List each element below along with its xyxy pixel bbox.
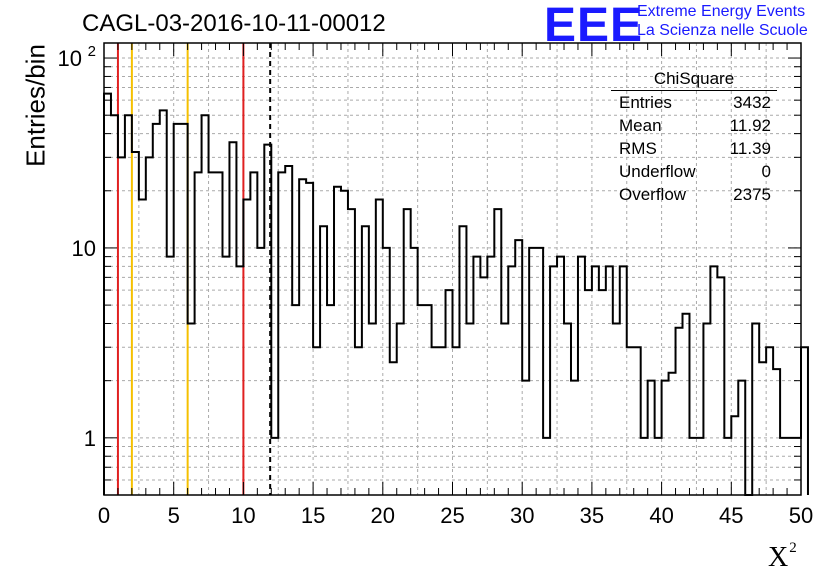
y-tick-label: 10 [58, 46, 82, 71]
stats-label: Underflow [619, 162, 696, 181]
y-axis-label: Entries/bin [20, 44, 51, 167]
stats-row-entries: Entries 3432 [611, 93, 777, 116]
stats-value: 2375 [733, 185, 771, 204]
logo-line-1: Extreme Energy Events [637, 3, 806, 20]
x-tick-label: 0 [98, 503, 110, 528]
x-tick-label: 25 [440, 503, 464, 528]
stats-label: Overflow [619, 185, 687, 204]
chart-title: CAGL-03-2016-10-11-00012 [82, 10, 386, 37]
x-tick-label: 20 [371, 503, 395, 528]
stats-box: ChiSquare Entries 3432 Mean 11.92 RMS 11.39… [611, 69, 777, 208]
logo-caption: Extreme Energy Events La Scienza nelle S… [637, 2, 808, 40]
x-axis-label-base: X [768, 542, 789, 573]
y-tick-label-exp: 2 [88, 43, 96, 60]
plot-area [104, 43, 801, 495]
x-tick-label: 50 [789, 503, 813, 528]
stats-value: 3432 [733, 93, 771, 112]
y-tick-label: 10 [72, 236, 96, 261]
x-tick-label: 15 [301, 503, 325, 528]
eee-logo: EEE [544, 0, 644, 52]
stats-row-mean: Mean 11.92 [611, 116, 777, 139]
x-tick-label: 30 [510, 503, 534, 528]
stats-label: RMS [619, 139, 657, 158]
x-tick-label: 35 [580, 503, 604, 528]
stats-value: 11.39 [729, 139, 771, 158]
logo-line-2: La Scienza nelle Scuole [637, 22, 808, 39]
x-tick-label: 45 [719, 503, 743, 528]
histogram-series [103, 92, 809, 496]
x-tick-label: 5 [168, 503, 180, 528]
x-axis-label: X2 [768, 540, 797, 574]
x-axis-label-sup: 2 [789, 540, 797, 556]
stats-row-underflow: Underflow 0 [611, 162, 777, 185]
stats-label: Mean [619, 116, 662, 135]
stats-name: ChiSquare [611, 69, 777, 91]
stats-value: 0 [761, 162, 771, 181]
x-tick-label: 40 [649, 503, 673, 528]
x-tick-label: 10 [231, 503, 255, 528]
stats-row-overflow: Overflow 2375 [611, 185, 777, 208]
stats-value: 11.92 [729, 116, 771, 135]
stats-label: Entries [619, 93, 672, 112]
stats-row-rms: RMS 11.39 [611, 139, 777, 162]
y-tick-label: 1 [84, 426, 96, 451]
